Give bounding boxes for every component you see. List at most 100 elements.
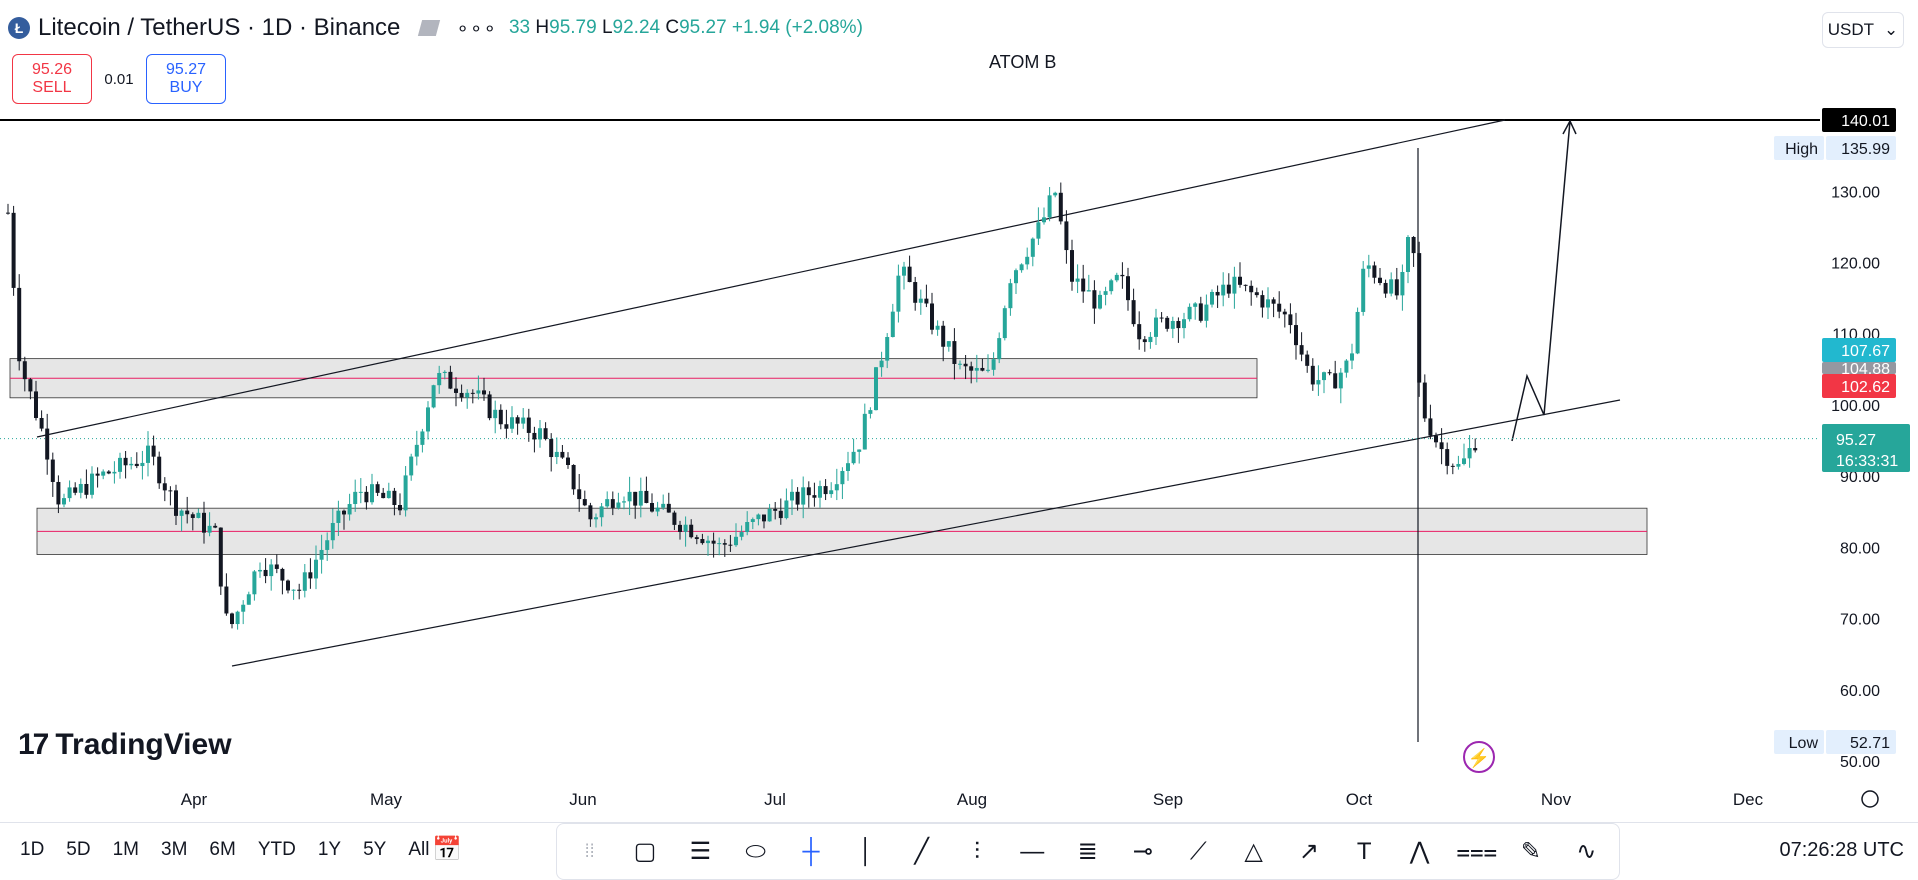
candle: [157, 456, 162, 484]
candle: [644, 490, 649, 503]
high-label: High: [1785, 141, 1818, 158]
brush-icon[interactable]: ✎: [1520, 838, 1541, 865]
candle: [347, 504, 352, 515]
utc-clock: 07:26:28 UTC: [1779, 839, 1904, 861]
symbol-header[interactable]: Ł Litecoin / TetherUS · 1D · Binance ∘∘∘…: [8, 14, 863, 42]
candle: [946, 341, 951, 347]
candle: [1243, 284, 1248, 286]
price-label-top-bg: [1822, 108, 1896, 132]
range-3m[interactable]: 3M: [161, 839, 188, 860]
candle: [678, 524, 682, 532]
candle: [745, 522, 750, 533]
candle: [28, 379, 33, 392]
crosshair-icon[interactable]: ┼: [802, 837, 820, 865]
candle: [538, 428, 542, 440]
pattern-icon[interactable]: ⋀: [1409, 838, 1430, 865]
candle: [969, 366, 974, 371]
candle: [1288, 314, 1293, 326]
candle: [879, 360, 884, 368]
buy-button[interactable]: 95.27 BUY: [146, 54, 226, 104]
candle: [286, 580, 290, 591]
bottom-bar: 1D 5D 1M 3M 6M YTD 1Y 5Y All 📅 ⁞⁞ ▢ ☰ ⬭ ┼ │ ╱ ⫶ …: [0, 822, 1918, 880]
candle: [1383, 282, 1388, 294]
candle: [1439, 442, 1444, 450]
path-icon[interactable]: ⟋: [1189, 837, 1207, 865]
vertical-line-icon[interactable]: │: [858, 837, 874, 865]
range-5d[interactable]: 5D: [66, 839, 91, 860]
fib-icon[interactable]: ☰: [689, 838, 712, 865]
price-chart[interactable]: 130.00120.00110.00100.0090.0080.0070.006…: [0, 0, 1918, 822]
candle: [1165, 317, 1170, 329]
parallel-channel-icon[interactable]: ≣: [1077, 838, 1098, 865]
candle: [364, 491, 369, 503]
candle: [1126, 276, 1130, 301]
y-tick-label: 50.00: [1840, 754, 1880, 771]
range-5y[interactable]: 5Y: [363, 839, 387, 860]
range-ytd[interactable]: YTD: [257, 839, 296, 860]
candle: [1355, 311, 1360, 354]
candle: [918, 298, 923, 303]
range-1m[interactable]: 1M: [112, 839, 139, 860]
candle: [924, 298, 929, 304]
curve-icon[interactable]: ∿: [1576, 838, 1597, 865]
price-label-red: 102.62: [1841, 379, 1890, 396]
settings-icon: [1861, 790, 1879, 808]
candle: [1030, 238, 1035, 257]
projection-icon[interactable]: ⩶: [1456, 837, 1498, 865]
candle: [185, 510, 190, 515]
candle: [750, 519, 755, 523]
range-1y[interactable]: 1Y: [317, 839, 342, 860]
symbol-title[interactable]: Litecoin / TetherUS · 1D · Binance: [38, 14, 401, 41]
more-icon[interactable]: ∘∘∘: [456, 17, 497, 40]
candle: [902, 266, 906, 276]
horizontal-ray-icon[interactable]: —: [1020, 837, 1045, 865]
arrow-icon[interactable]: ↗: [1298, 838, 1319, 865]
candle: [73, 487, 78, 493]
horizontal-line-icon[interactable]: ⊸: [1132, 838, 1153, 865]
candle: [974, 367, 979, 371]
candle: [1137, 324, 1142, 340]
candle: [1428, 418, 1433, 436]
text-icon[interactable]: T: [1356, 837, 1372, 865]
trade-panel: 95.26 SELL 0.01 95.27 BUY: [12, 54, 226, 104]
candle: [1187, 306, 1192, 320]
candle: [728, 544, 733, 546]
candle: [207, 525, 212, 533]
rectangle-icon[interactable]: ▢: [633, 838, 657, 865]
candle: [218, 527, 223, 587]
trend-line-icon[interactable]: ╱: [914, 838, 929, 865]
candle: [1019, 264, 1024, 271]
candle: [935, 325, 940, 330]
candle: [314, 559, 318, 579]
ellipse-icon[interactable]: ⬭: [745, 837, 766, 865]
x-tick-label: Nov: [1541, 790, 1572, 809]
candle: [655, 507, 660, 512]
range-6m[interactable]: 6M: [209, 839, 236, 860]
range-all[interactable]: All: [408, 839, 430, 860]
candle: [1002, 308, 1007, 339]
triangle-icon[interactable]: △: [1244, 838, 1263, 865]
candle: [470, 392, 475, 394]
currency-select[interactable]: USDT ⌄: [1822, 12, 1904, 48]
candle: [235, 611, 240, 625]
candle: [330, 522, 335, 541]
candle: [958, 363, 962, 365]
tradingview-logo[interactable]: 17 TradingView: [18, 728, 232, 762]
candle: [790, 491, 794, 501]
candle: [1215, 291, 1220, 296]
candle: [773, 508, 778, 511]
candle: [95, 473, 100, 476]
sell-button[interactable]: 95.26 SELL: [12, 54, 92, 104]
range-1d[interactable]: 1D: [20, 839, 45, 860]
candle: [1417, 253, 1422, 383]
candle: [857, 449, 862, 452]
long-position-icon[interactable]: ⫶: [973, 837, 980, 865]
candle: [213, 525, 218, 528]
candle: [1366, 265, 1371, 269]
candle: [274, 564, 279, 569]
calendar-icon[interactable]: 📅: [432, 836, 462, 863]
candle: [734, 536, 738, 546]
candle: [230, 613, 234, 625]
candle: [952, 341, 957, 364]
grip-icon[interactable]: ⁞⁞: [584, 841, 595, 861]
